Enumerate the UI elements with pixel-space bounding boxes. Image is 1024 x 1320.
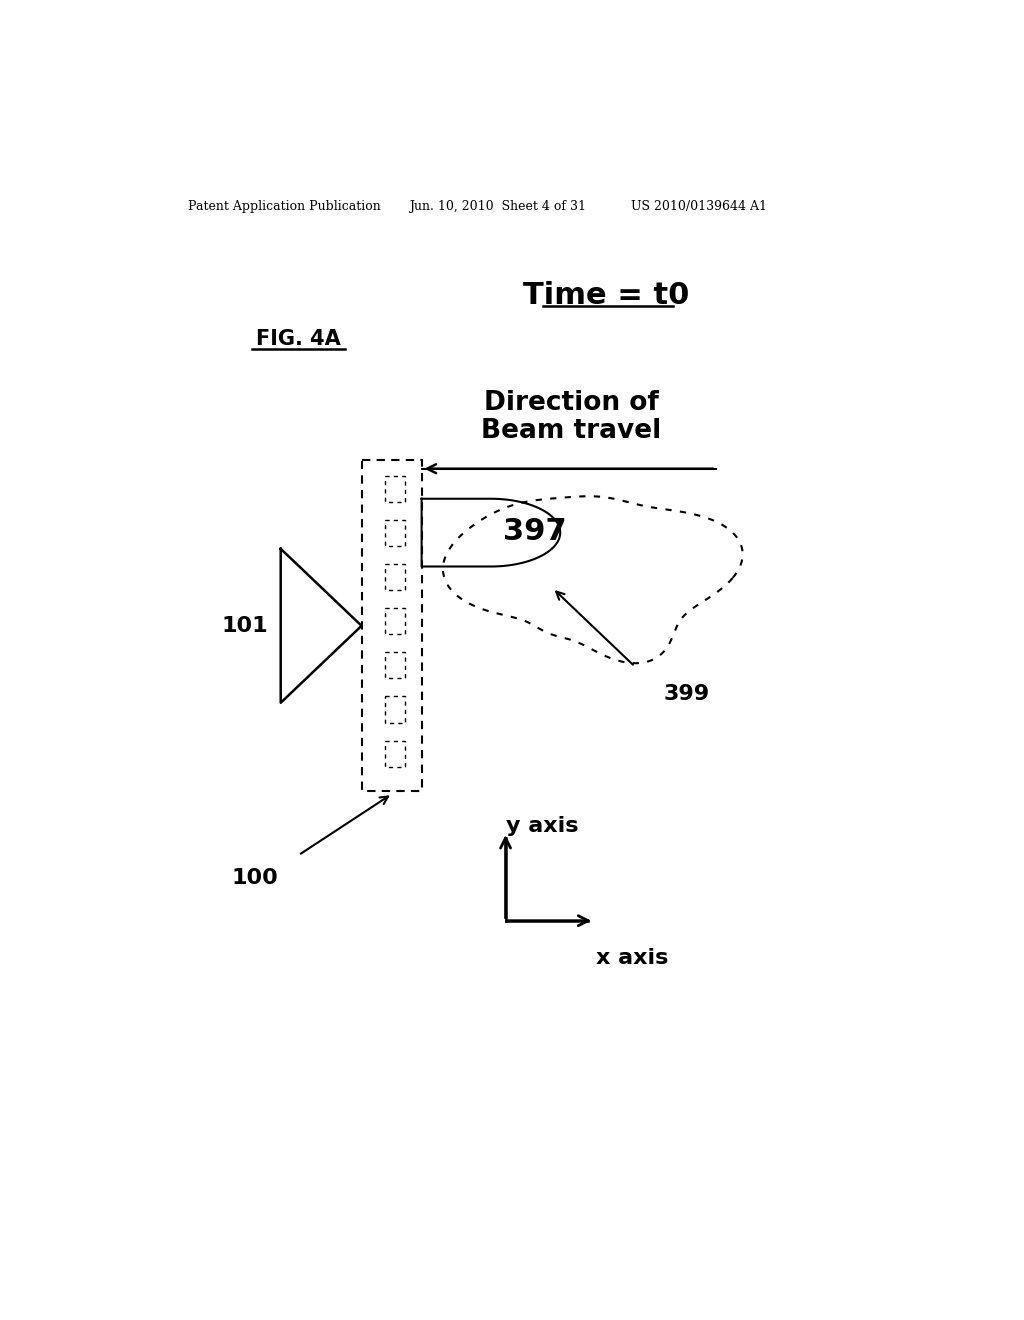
Bar [385, 520, 404, 546]
Bar [385, 741, 404, 767]
Bar [385, 609, 404, 635]
Text: Jun. 10, 2010  Sheet 4 of 31: Jun. 10, 2010 Sheet 4 of 31 [410, 199, 587, 213]
Text: US 2010/0139644 A1: US 2010/0139644 A1 [631, 199, 767, 213]
Text: FIG. 4A: FIG. 4A [256, 330, 341, 350]
Text: Beam travel: Beam travel [481, 418, 662, 444]
Text: 397: 397 [503, 517, 566, 546]
Text: 100: 100 [231, 869, 279, 888]
Bar [385, 475, 404, 502]
Bar [385, 697, 404, 722]
Bar [361, 461, 422, 791]
Text: y axis: y axis [506, 816, 579, 836]
Bar [385, 652, 404, 678]
Text: 101: 101 [221, 616, 268, 636]
Text: Time = t0: Time = t0 [523, 281, 689, 310]
Text: Direction of: Direction of [483, 391, 658, 416]
Text: 399: 399 [664, 684, 710, 704]
Text: x axis: x axis [596, 948, 669, 968]
Text: Patent Application Publication: Patent Application Publication [188, 199, 381, 213]
Bar [385, 564, 404, 590]
